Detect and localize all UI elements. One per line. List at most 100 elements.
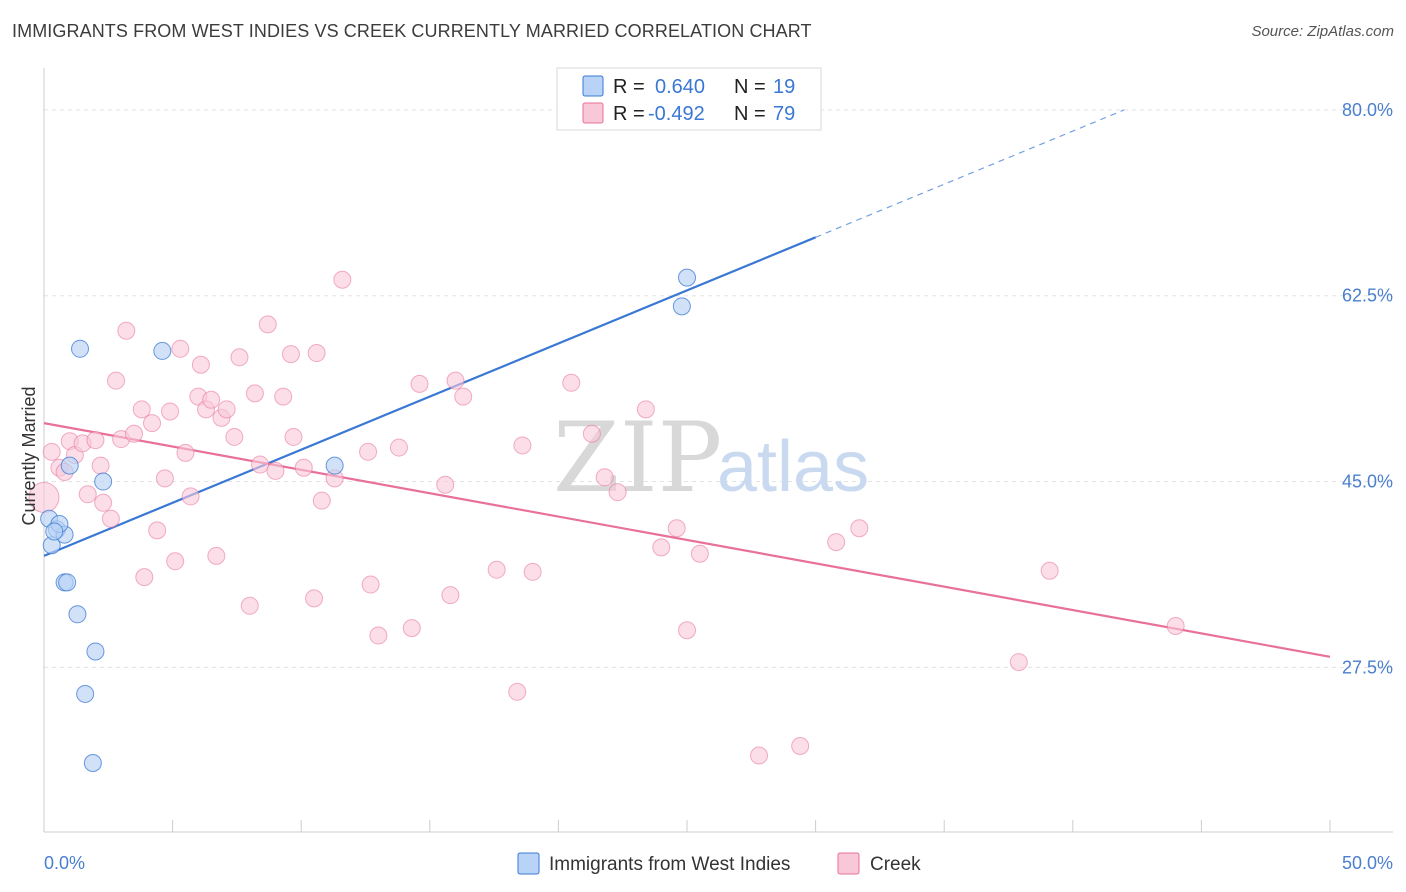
- y-axis-label: Currently Married: [19, 386, 39, 525]
- point-creek: [667, 519, 686, 538]
- point-west-indies: [672, 297, 691, 316]
- y-tick-label: 80.0%: [1342, 100, 1393, 120]
- trend-line-west-indies-extension: [815, 109, 1125, 238]
- y-tick-label: 45.0%: [1342, 472, 1393, 492]
- point-creek: [441, 586, 460, 605]
- point-west-indies: [45, 522, 64, 541]
- legend-n-value-pink: 79: [773, 103, 795, 125]
- legend-n-label-pink: N =: [734, 103, 766, 125]
- point-creek: [523, 562, 542, 581]
- point-west-indies: [68, 605, 87, 624]
- point-creek: [487, 560, 506, 579]
- point-creek: [42, 442, 61, 461]
- point-creek: [1040, 561, 1059, 580]
- watermark-atlas: atlas: [717, 427, 869, 507]
- point-creek: [181, 487, 200, 506]
- trend-line-west-indies: [43, 236, 817, 557]
- point-creek: [1009, 653, 1028, 672]
- point-west-indies: [71, 339, 90, 358]
- point-creek: [333, 270, 352, 289]
- point-creek: [582, 424, 601, 443]
- point-creek: [791, 736, 810, 755]
- point-creek: [436, 475, 455, 494]
- point-creek: [91, 456, 110, 475]
- point-creek: [369, 626, 388, 645]
- point-creek: [117, 321, 136, 340]
- point-west-indies: [94, 472, 113, 491]
- x-tick-min: 0.0%: [44, 853, 85, 873]
- point-creek: [207, 546, 226, 565]
- point-creek: [410, 374, 429, 393]
- point-creek: [508, 682, 527, 701]
- point-creek: [202, 390, 221, 409]
- series-label-pink: Creek: [870, 854, 921, 875]
- point-creek: [312, 491, 331, 510]
- data-points: [28, 268, 1185, 772]
- point-creek: [148, 521, 167, 540]
- point-creek: [850, 519, 869, 538]
- point-creek: [284, 427, 303, 446]
- point-creek: [690, 544, 709, 563]
- point-creek: [171, 339, 190, 358]
- y-tick-labels: 27.5% 45.0% 62.5% 80.0%: [1342, 100, 1393, 678]
- series-swatch-pink: [837, 852, 860, 875]
- point-creek: [595, 468, 614, 487]
- series-label-blue: Immigrants from West Indies: [549, 854, 790, 875]
- point-creek: [1166, 616, 1185, 635]
- point-creek: [446, 371, 465, 390]
- legend-swatch-pink: [582, 102, 604, 124]
- series-legend: Immigrants from West Indies Creek: [517, 852, 921, 875]
- point-creek: [94, 493, 113, 512]
- point-creek: [143, 414, 162, 433]
- point-west-indies: [58, 573, 77, 592]
- point-west-indies: [678, 268, 696, 287]
- watermark-zip: ZIP: [553, 402, 722, 514]
- series-swatch-blue: [517, 852, 540, 875]
- point-creek: [251, 455, 270, 474]
- point-creek: [636, 400, 655, 419]
- point-west-indies: [86, 642, 105, 661]
- point-west-indies: [83, 753, 102, 772]
- point-creek: [132, 400, 151, 419]
- point-west-indies: [325, 456, 344, 475]
- point-creek: [608, 483, 627, 502]
- point-creek: [652, 538, 671, 557]
- chart-title: IMMIGRANTS FROM WEST INDIES VS CREEK CUR…: [12, 21, 812, 41]
- point-creek: [827, 533, 846, 552]
- point-creek: [191, 355, 210, 374]
- legend: R = 0.640 N = 19 R = -0.492 N = 79: [556, 67, 822, 131]
- point-creek: [230, 348, 249, 367]
- source-note: Source: ZipAtlas.com: [1251, 23, 1394, 40]
- gridlines: [44, 109, 1393, 668]
- point-creek: [161, 402, 180, 421]
- legend-r-label-pink: R =: [613, 103, 645, 125]
- point-creek: [78, 485, 97, 504]
- point-creek: [217, 400, 236, 419]
- point-creek: [513, 436, 532, 455]
- point-west-indies: [76, 684, 95, 703]
- point-creek: [305, 589, 324, 608]
- point-creek: [240, 596, 259, 615]
- point-creek: [266, 461, 285, 480]
- point-west-indies: [153, 341, 172, 360]
- x-tick-max: 50.0%: [1342, 853, 1393, 873]
- point-creek: [389, 438, 408, 457]
- legend-n-label-blue: N =: [734, 76, 766, 98]
- legend-swatch-blue: [582, 75, 604, 97]
- point-creek: [274, 387, 293, 406]
- point-creek: [101, 509, 120, 528]
- legend-r-label-blue: R =: [613, 76, 645, 98]
- point-creek: [107, 371, 126, 390]
- watermark: ZIP atlas: [553, 402, 869, 514]
- point-creek: [258, 315, 277, 334]
- point-creek: [454, 387, 473, 406]
- point-creek: [125, 424, 144, 443]
- legend-n-value-blue: 19: [773, 76, 795, 98]
- legend-r-value-blue: 0.640: [655, 76, 705, 98]
- point-west-indies: [60, 456, 79, 475]
- point-creek: [307, 344, 326, 363]
- point-creek: [176, 443, 195, 462]
- point-creek: [245, 384, 264, 403]
- y-tick-label: 62.5%: [1342, 286, 1393, 306]
